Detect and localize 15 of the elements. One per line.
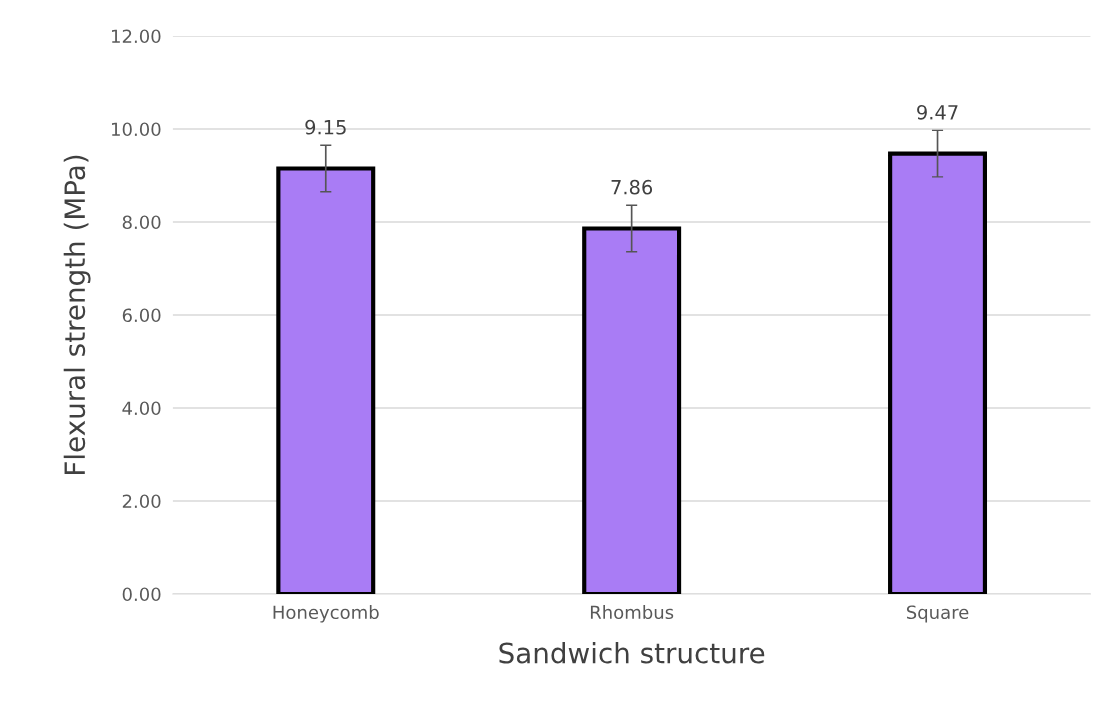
y-tick-label: 10.00	[112, 122, 161, 137]
y-tick-label: 4.00	[122, 401, 161, 416]
data-label: 7.86	[611, 179, 653, 195]
data-label: 9.47	[917, 104, 958, 120]
x-tick-label: Rhombus	[590, 605, 674, 620]
y-tick-label: 8.00	[122, 215, 161, 230]
x-axis-title: Sandwich structure	[499, 642, 765, 664]
y-tick-label: 2.00	[122, 494, 161, 509]
data-label: 9.15	[305, 119, 346, 135]
x-tick-label: Honeycomb	[273, 605, 379, 623]
y-axis-title: Flexural strength (MPa)	[63, 155, 91, 474]
x-tick-label: Square	[906, 605, 969, 623]
y-tick-label: 12.00	[112, 29, 161, 44]
y-tick-label: 0.00	[122, 587, 161, 602]
y-tick-label: 6.00	[122, 308, 161, 323]
